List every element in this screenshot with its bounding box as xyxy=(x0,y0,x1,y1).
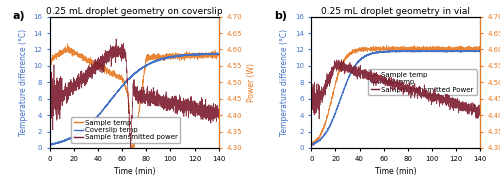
Vial temp xyxy=(477,50,483,52)
Coverslip temp xyxy=(210,52,216,55)
Coverslip temp xyxy=(214,52,220,54)
Coverslip temp xyxy=(180,54,186,56)
Line: Sample temp: Sample temp xyxy=(50,44,218,148)
Sample temp xyxy=(308,145,314,147)
Y-axis label: Temperature difference (°C): Temperature difference (°C) xyxy=(280,29,289,136)
Sample transmitted power xyxy=(47,106,53,108)
Sample transmitted Power xyxy=(317,99,323,102)
Sample transmitted Power xyxy=(308,103,314,105)
Sample transmitted power xyxy=(56,80,62,83)
Sample temp xyxy=(309,145,315,147)
Text: b): b) xyxy=(274,11,287,21)
Sample temp xyxy=(56,54,62,56)
Vial temp xyxy=(414,49,420,51)
Y-axis label: Power (W): Power (W) xyxy=(248,63,256,102)
Sample temp xyxy=(129,147,135,149)
Vial temp xyxy=(390,50,396,52)
Sample temp xyxy=(472,49,478,51)
Vial temp xyxy=(472,49,478,52)
Sample temp xyxy=(386,48,392,50)
Y-axis label: Temperature difference (°C): Temperature difference (°C) xyxy=(19,29,28,136)
Sample temp xyxy=(211,53,217,56)
Sample temp xyxy=(317,134,323,137)
Sample transmitted power xyxy=(128,147,134,149)
Sample temp xyxy=(47,64,53,66)
Line: Sample temp: Sample temp xyxy=(312,45,480,146)
Text: a): a) xyxy=(13,11,26,21)
Sample transmitted Power xyxy=(477,113,483,115)
Sample temp xyxy=(477,46,483,48)
Sample transmitted Power xyxy=(316,118,322,120)
Sample transmitted Power xyxy=(442,100,448,103)
Sample transmitted Power xyxy=(386,85,392,87)
Sample transmitted Power xyxy=(390,85,396,87)
Line: Sample transmitted Power: Sample transmitted Power xyxy=(312,60,480,119)
Legend: Sample temp, Coverslip temp, Sample transmitted power: Sample temp, Coverslip temp, Sample tran… xyxy=(72,117,180,143)
Sample temp xyxy=(129,147,135,149)
Vial temp xyxy=(472,49,478,52)
Sample temp xyxy=(442,50,448,52)
Coverslip temp xyxy=(129,74,135,76)
Line: Coverslip temp: Coverslip temp xyxy=(50,53,218,145)
Vial temp xyxy=(386,50,392,52)
Coverslip temp xyxy=(124,79,130,82)
Sample transmitted power xyxy=(211,111,217,113)
Coverslip temp xyxy=(211,53,217,55)
Sample transmitted power xyxy=(216,117,222,119)
Sample temp xyxy=(180,58,186,60)
Sample temp xyxy=(64,43,70,45)
Sample transmitted Power xyxy=(338,59,344,61)
Sample temp xyxy=(384,44,390,46)
Vial temp xyxy=(308,144,314,146)
Vial temp xyxy=(310,144,316,146)
Sample transmitted power xyxy=(129,114,135,116)
Coverslip temp xyxy=(56,141,62,143)
Coverslip temp xyxy=(216,53,222,55)
Coverslip temp xyxy=(49,144,55,146)
Title: 0.25 mL droplet geometry in vial: 0.25 mL droplet geometry in vial xyxy=(321,7,470,16)
Sample temp xyxy=(216,55,222,57)
X-axis label: Time (min): Time (min) xyxy=(114,167,155,176)
Sample transmitted power xyxy=(211,117,217,120)
Sample temp xyxy=(472,47,478,49)
Sample transmitted power xyxy=(124,82,130,84)
Vial temp xyxy=(317,139,323,141)
Sample temp xyxy=(390,46,396,48)
Sample transmitted Power xyxy=(472,108,478,110)
Title: 0.25 mL droplet geometry on coverslip: 0.25 mL droplet geometry on coverslip xyxy=(46,7,222,16)
X-axis label: Time (min): Time (min) xyxy=(375,167,416,176)
Coverslip temp xyxy=(47,144,53,146)
Sample temp xyxy=(124,91,130,93)
Line: Sample transmitted power: Sample transmitted power xyxy=(50,39,218,148)
Sample transmitted power xyxy=(180,107,186,109)
Sample temp xyxy=(211,54,217,57)
Sample transmitted Power xyxy=(472,107,478,109)
Legend: Sample temp, Vial temp, Sample transmitted Power: Sample temp, Vial temp, Sample transmitt… xyxy=(368,69,476,95)
Vial temp xyxy=(442,51,448,53)
Line: Vial temp: Vial temp xyxy=(312,50,480,145)
Sample transmitted power xyxy=(113,38,119,40)
